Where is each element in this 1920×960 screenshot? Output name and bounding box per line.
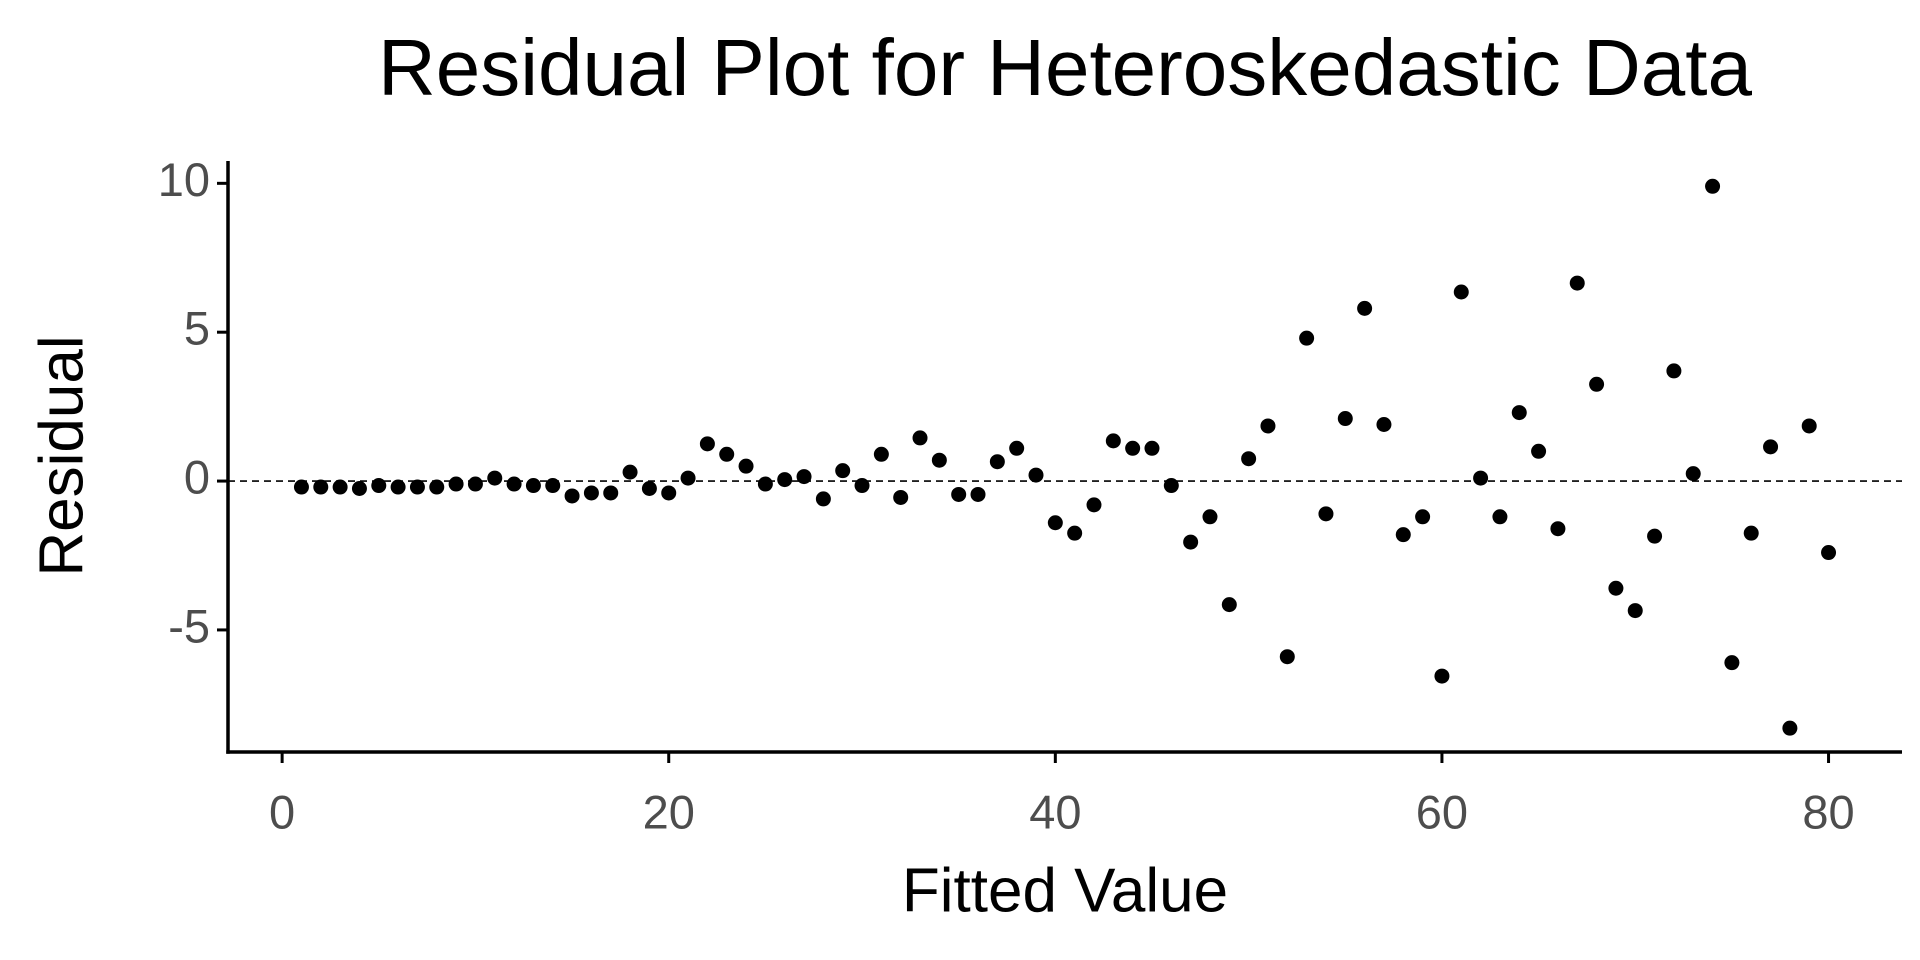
point bbox=[1028, 467, 1044, 483]
point bbox=[738, 458, 754, 474]
point bbox=[1376, 416, 1392, 432]
point bbox=[719, 446, 735, 462]
point bbox=[1299, 330, 1315, 346]
point bbox=[1627, 603, 1643, 619]
point bbox=[777, 472, 793, 488]
point bbox=[1801, 418, 1817, 434]
point bbox=[1453, 284, 1469, 300]
point bbox=[371, 478, 387, 494]
point bbox=[796, 469, 812, 485]
point bbox=[1511, 405, 1527, 421]
point bbox=[1105, 433, 1121, 449]
point bbox=[1241, 451, 1257, 467]
y-tick-label: 5 bbox=[184, 302, 210, 355]
point bbox=[1589, 376, 1605, 392]
point bbox=[1144, 440, 1160, 456]
point bbox=[1608, 580, 1624, 596]
y-tick-label: 10 bbox=[158, 153, 210, 206]
point bbox=[951, 486, 967, 502]
point bbox=[1743, 525, 1759, 541]
point bbox=[390, 479, 406, 495]
point bbox=[351, 481, 367, 497]
y-tick-label: 0 bbox=[184, 450, 210, 503]
point bbox=[1724, 655, 1740, 671]
point bbox=[854, 478, 870, 494]
point bbox=[912, 430, 928, 446]
point bbox=[989, 454, 1005, 470]
point bbox=[1221, 597, 1237, 613]
point bbox=[1395, 527, 1411, 543]
y-axis-title: Residual bbox=[27, 335, 96, 576]
x-tick-label: 80 bbox=[1802, 785, 1854, 838]
point bbox=[293, 479, 309, 495]
point bbox=[1125, 440, 1141, 456]
point bbox=[525, 478, 541, 494]
point bbox=[1666, 363, 1682, 379]
point bbox=[487, 470, 503, 486]
point bbox=[1009, 440, 1025, 456]
x-axis-title: Fitted Value bbox=[902, 856, 1228, 925]
point bbox=[699, 436, 715, 452]
y-tick-label: -5 bbox=[168, 599, 210, 652]
point bbox=[583, 485, 599, 501]
point bbox=[429, 479, 445, 495]
point bbox=[970, 486, 986, 502]
x-tick-label: 60 bbox=[1416, 785, 1468, 838]
point bbox=[1415, 509, 1431, 525]
point bbox=[1357, 300, 1373, 316]
point bbox=[1067, 525, 1083, 541]
point bbox=[1492, 509, 1508, 525]
point bbox=[1337, 411, 1353, 427]
point bbox=[1163, 478, 1179, 494]
point bbox=[815, 491, 831, 507]
x-tick-label: 40 bbox=[1029, 785, 1081, 838]
point bbox=[409, 479, 425, 495]
point bbox=[931, 452, 947, 468]
point bbox=[448, 476, 464, 492]
point bbox=[680, 470, 696, 486]
point bbox=[641, 481, 657, 497]
point bbox=[873, 446, 889, 462]
point bbox=[835, 463, 851, 479]
point bbox=[1821, 545, 1837, 561]
point bbox=[661, 485, 677, 501]
point bbox=[545, 478, 561, 494]
point bbox=[1183, 534, 1199, 550]
point bbox=[1531, 443, 1547, 459]
point bbox=[1318, 506, 1334, 522]
point bbox=[1685, 466, 1701, 482]
point bbox=[1705, 178, 1721, 194]
point bbox=[313, 479, 329, 495]
point bbox=[1279, 649, 1295, 665]
point bbox=[1434, 668, 1450, 684]
x-tick-label: 0 bbox=[269, 785, 295, 838]
point bbox=[603, 485, 619, 501]
point bbox=[1550, 521, 1566, 537]
point bbox=[1569, 275, 1585, 291]
point bbox=[332, 479, 348, 495]
x-tick-label: 20 bbox=[643, 785, 695, 838]
point bbox=[1647, 528, 1663, 544]
chart-title: Residual Plot for Heteroskedastic Data bbox=[378, 23, 1752, 112]
point bbox=[1763, 439, 1779, 455]
point bbox=[893, 489, 909, 505]
point bbox=[1782, 720, 1798, 736]
point bbox=[1086, 497, 1102, 513]
point bbox=[757, 476, 773, 492]
point bbox=[467, 476, 483, 492]
point bbox=[1473, 470, 1489, 486]
point bbox=[1260, 418, 1276, 434]
point bbox=[506, 476, 522, 492]
point bbox=[564, 488, 580, 504]
point bbox=[1202, 509, 1218, 525]
point bbox=[622, 464, 638, 480]
point bbox=[1047, 515, 1063, 531]
